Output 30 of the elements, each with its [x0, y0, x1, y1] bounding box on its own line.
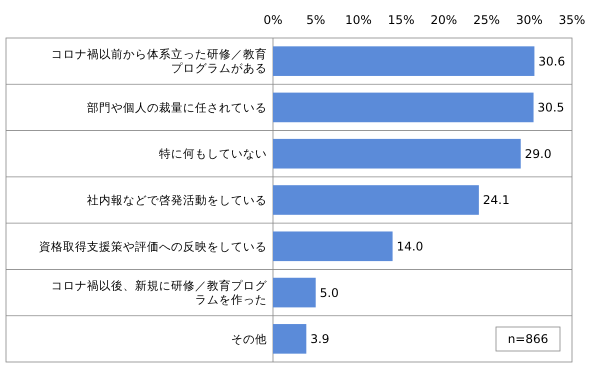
data-label: 29.0 [524, 146, 552, 161]
x-tick-label: 5% [306, 13, 326, 27]
y-tick-label: 部門や個人の裁量に任されている [87, 100, 267, 114]
data-label: 14.0 [396, 239, 424, 254]
y-tick-label: コロナ禍以後、新規に研修／教育プログラムを作った [51, 278, 268, 307]
bar [273, 92, 534, 122]
y-tick-label: 資格取得支援策や評価への反映をしている [39, 239, 267, 254]
x-tick-label: 15% [388, 13, 414, 27]
x-tick-label: 25% [473, 13, 500, 27]
x-tick-label: 10% [345, 13, 372, 27]
x-tick-label: 0% [263, 13, 283, 27]
data-label: 30.6 [538, 54, 566, 68]
bar [273, 231, 393, 262]
bar [273, 324, 306, 354]
bar [273, 138, 521, 169]
annotation: n=866 [508, 332, 548, 346]
x-tick-label: 35% [558, 13, 586, 27]
data-label: 24.1 [482, 193, 510, 208]
y-tick-label: コロナ禍以前から体系立った研修／教育プログラムがある [51, 47, 267, 76]
data-label: 3.9 [310, 332, 330, 346]
data-label: 5.0 [320, 286, 339, 300]
bar [273, 46, 534, 76]
y-tick-label: 特に何もしていない [159, 146, 267, 161]
x-tick-label: 20% [430, 13, 458, 27]
y-tick-label: 社内報などで啓発活動をしている [87, 193, 267, 208]
x-tick-label: 30% [516, 13, 543, 27]
bar [273, 278, 316, 308]
data-label: 30.5 [538, 100, 564, 115]
bar [273, 185, 479, 215]
y-tick-label: その他 [231, 332, 267, 346]
